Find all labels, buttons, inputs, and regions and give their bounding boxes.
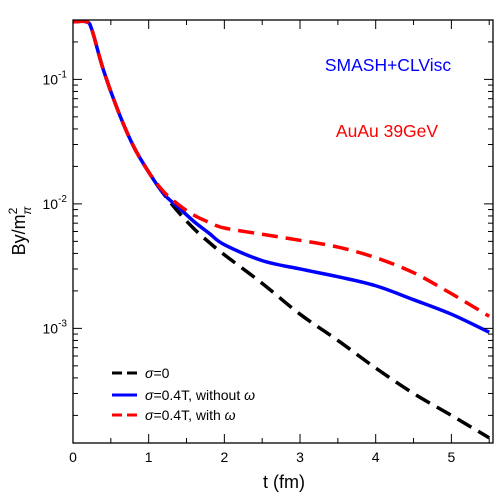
y-tick-label-exponent: -1 — [58, 69, 67, 80]
legend-label: σ=0.4T, without ω — [145, 387, 255, 403]
legend-entry-sigma-zero: σ=0 — [112, 365, 170, 381]
y-tick-label: 10-2 — [43, 194, 68, 212]
tick-layer: 0 1 2 3 4 510-310-210-1 — [43, 20, 493, 465]
series-layer — [73, 20, 491, 440]
legend-label-sigma: σ — [145, 387, 154, 403]
x-tick-label: 2 — [220, 449, 228, 465]
x-tick-label: 4 — [372, 449, 380, 465]
x-tick-label: 3 — [296, 449, 304, 465]
x-tick-label: 0 — [69, 449, 77, 465]
annotation-system: AuAu 39GeV — [336, 121, 438, 141]
legend-label-sigma: σ — [145, 365, 154, 381]
legend-entry-sigma-with-omega: σ=0.4T, with ω — [112, 407, 236, 423]
y-tick-label-exponent: -3 — [58, 318, 67, 329]
legend-label: σ=0.4T, with ω — [145, 407, 236, 423]
x-tick-label: 1 — [145, 449, 153, 465]
y-axis-label-main: By/m — [9, 214, 29, 255]
y-tick-label-base: 10 — [43, 196, 59, 212]
legend-label-text: =0.4T, with — [153, 407, 224, 423]
y-tick-label-base: 10 — [43, 320, 59, 336]
svg-text:By/m2π: By/m2π — [6, 206, 34, 256]
legend-label-omega: ω — [244, 387, 255, 403]
legend: σ=0σ=0.4T, without ωσ=0.4T, with ω — [112, 365, 255, 423]
legend-label-sigma: σ — [145, 407, 154, 423]
legend-label-omega: ω — [225, 407, 236, 423]
series-sigma-without-omega-line — [73, 20, 490, 334]
series-sigma-zero-line — [73, 20, 491, 440]
x-tick-label: 5 — [447, 449, 455, 465]
y-tick-label: 10-1 — [43, 69, 68, 87]
y-axis-label-sup: 2 — [6, 207, 20, 214]
plot-frame — [72, 19, 494, 444]
y-axis-label-sub: π — [20, 206, 34, 215]
series-sigma-with-omega-line — [73, 20, 491, 318]
legend-label: σ=0 — [145, 365, 170, 381]
y-tick-label-exponent: -2 — [58, 194, 67, 205]
legend-label-text: =0.4T, without — [153, 387, 244, 403]
legend-entry-sigma-without-omega: σ=0.4T, without ω — [112, 387, 255, 403]
x-axis-label: t (fm) — [263, 472, 305, 492]
y-axis-label: By/m2π — [6, 206, 34, 256]
legend-label-text: =0 — [153, 365, 169, 381]
y-tick-label-base: 10 — [43, 71, 59, 87]
y-tick-label: 10-3 — [43, 318, 68, 336]
annotation-model: SMASH+CLVisc — [325, 55, 452, 75]
